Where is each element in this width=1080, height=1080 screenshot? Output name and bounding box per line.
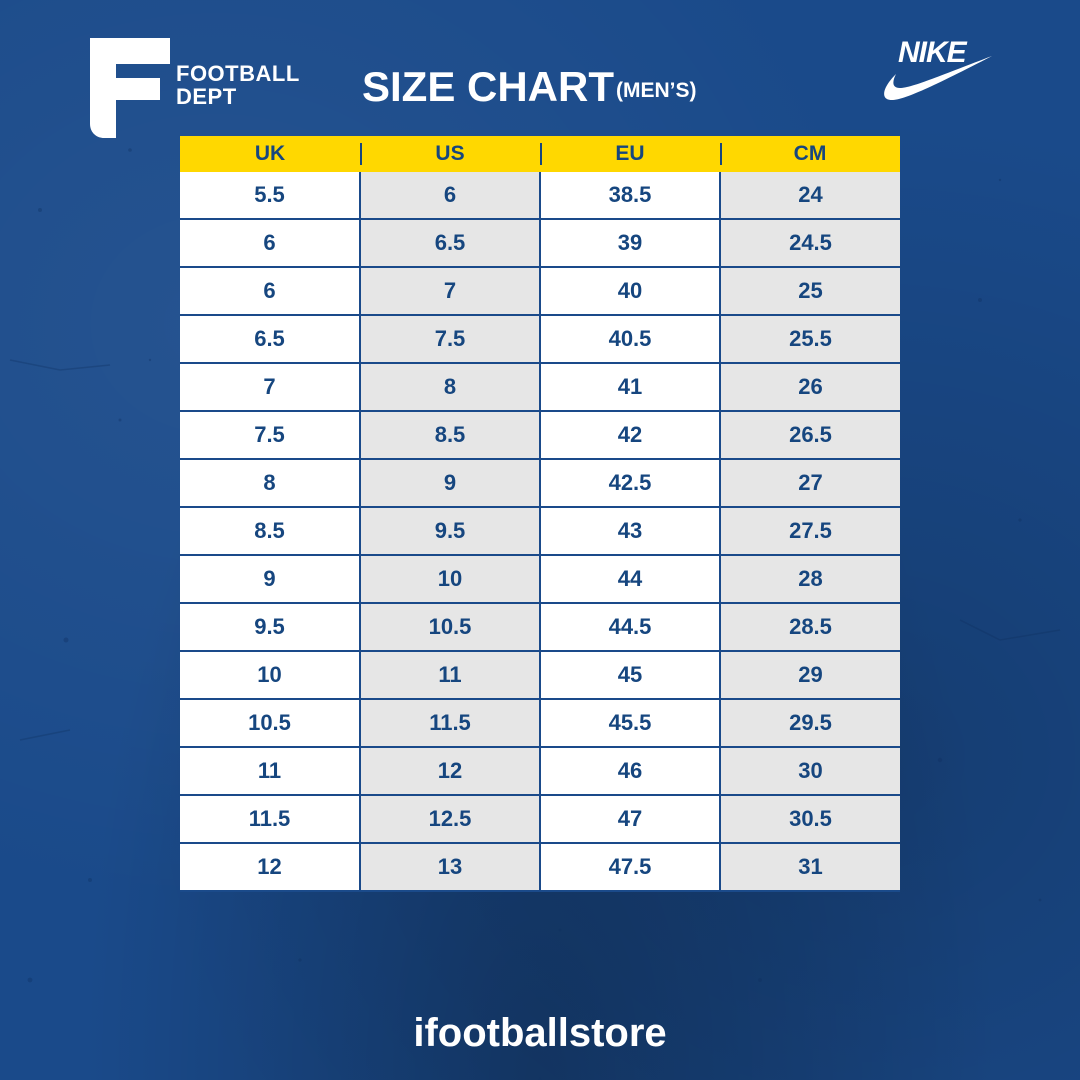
table-cell: 28 [720, 555, 900, 604]
table-cell: 29.5 [720, 699, 900, 748]
size-chart-table: UK US EU CM 5.5 6 38.5 24 6 6.5 39 24.5 6 7 40 25 6.… [180, 136, 900, 892]
table-cell: 25.5 [720, 315, 900, 364]
table-cell: 10 [360, 555, 541, 604]
table-cell: 44.5 [540, 603, 721, 652]
table-row: 8.5 9.5 43 27.5 [180, 507, 900, 556]
title-superscript: (MEN’S) [616, 79, 697, 102]
nike-wordmark: NIKE [898, 36, 967, 69]
table-cell: 46 [540, 747, 721, 796]
nike-swoosh-icon [884, 56, 992, 100]
table-cell: 11 [360, 651, 541, 700]
table-cell: 25 [720, 267, 900, 316]
table-cell: 10.5 [360, 603, 541, 652]
table-cell: 6 [180, 219, 361, 268]
table-cell: 8 [180, 459, 361, 508]
table-cell: 7.5 [360, 315, 541, 364]
football-dept-brand: FOOTBALL DEPT [90, 38, 320, 138]
table-cell: 30 [720, 747, 900, 796]
table-cell: 38.5 [540, 172, 721, 220]
table-cell: 8.5 [360, 411, 541, 460]
table-cell: 27 [720, 459, 900, 508]
store-handle: ifootballstore [413, 1011, 667, 1055]
table-cell: 6.5 [180, 315, 361, 364]
table-cell: 47 [540, 795, 721, 844]
table-cell: 30.5 [720, 795, 900, 844]
table-row: 6.5 7.5 40.5 25.5 [180, 315, 900, 364]
table-row: 7.5 8.5 42 26.5 [180, 411, 900, 460]
table-row: 11.5 12.5 47 30.5 [180, 795, 900, 844]
table-cell: 7 [360, 267, 541, 316]
table-cell: 12.5 [360, 795, 541, 844]
column-header: EU [540, 136, 720, 172]
table-cell: 9.5 [360, 507, 541, 556]
table-row: 6 6.5 39 24.5 [180, 219, 900, 268]
table-cell: 24 [720, 172, 900, 220]
table-cell: 41 [540, 363, 721, 412]
column-header: CM [720, 136, 900, 172]
table-cell: 11 [180, 747, 361, 796]
table-row: 9.5 10.5 44.5 28.5 [180, 603, 900, 652]
table-row: 8 9 42.5 27 [180, 459, 900, 508]
table-cell: 9.5 [180, 603, 361, 652]
table-cell: 7 [180, 363, 361, 412]
table-cell: 7.5 [180, 411, 361, 460]
table-row: 6 7 40 25 [180, 267, 900, 316]
table-cell: 29 [720, 651, 900, 700]
table-cell: 31 [720, 843, 900, 892]
column-header: UK [180, 136, 360, 172]
title-main: SIZE CHART [362, 63, 614, 110]
brand-name: FOOTBALL DEPT [176, 62, 300, 108]
table-cell: 6 [180, 267, 361, 316]
table-cell: 9 [180, 555, 361, 604]
table-cell: 24.5 [720, 219, 900, 268]
table-cell: 8.5 [180, 507, 361, 556]
table-cell: 28.5 [720, 603, 900, 652]
brand-line-1: FOOTBALL [176, 61, 300, 86]
table-cell: 13 [360, 843, 541, 892]
table-cell: 27.5 [720, 507, 900, 556]
table-cell: 6 [360, 172, 541, 220]
table-cell: 6.5 [360, 219, 541, 268]
table-cell: 12 [360, 747, 541, 796]
football-dept-f-logo-icon [90, 38, 170, 138]
table-cell: 39 [540, 219, 721, 268]
table-cell: 42.5 [540, 459, 721, 508]
table-cell: 10.5 [180, 699, 361, 748]
table-header-row: UK US EU CM [180, 136, 900, 172]
table-cell: 12 [180, 843, 361, 892]
table-cell: 47.5 [540, 843, 721, 892]
table-cell: 40 [540, 267, 721, 316]
table-body: 5.5 6 38.5 24 6 6.5 39 24.5 6 7 40 25 6.5 7.5 40.5 25.5… [180, 172, 900, 892]
table-cell: 9 [360, 459, 541, 508]
table-cell: 43 [540, 507, 721, 556]
table-cell: 11.5 [360, 699, 541, 748]
table-cell: 44 [540, 555, 721, 604]
table-row: 10 11 45 29 [180, 651, 900, 700]
table-row: 11 12 46 30 [180, 747, 900, 796]
table-row: 10.5 11.5 45.5 29.5 [180, 699, 900, 748]
table-cell: 45.5 [540, 699, 721, 748]
table-cell: 10 [180, 651, 361, 700]
column-header: US [360, 136, 540, 172]
table-row: 5.5 6 38.5 24 [180, 172, 900, 220]
page-title: SIZE CHART(MEN’S) [362, 62, 697, 112]
table-cell: 40.5 [540, 315, 721, 364]
table-row: 7 8 41 26 [180, 363, 900, 412]
table-cell: 26 [720, 363, 900, 412]
table-cell: 8 [360, 363, 541, 412]
table-cell: 11.5 [180, 795, 361, 844]
table-row: 9 10 44 28 [180, 555, 900, 604]
table-row: 12 13 47.5 31 [180, 843, 900, 892]
table-cell: 45 [540, 651, 721, 700]
table-cell: 5.5 [180, 172, 361, 220]
table-cell: 42 [540, 411, 721, 460]
table-cell: 26.5 [720, 411, 900, 460]
brand-line-2: DEPT [176, 84, 237, 109]
